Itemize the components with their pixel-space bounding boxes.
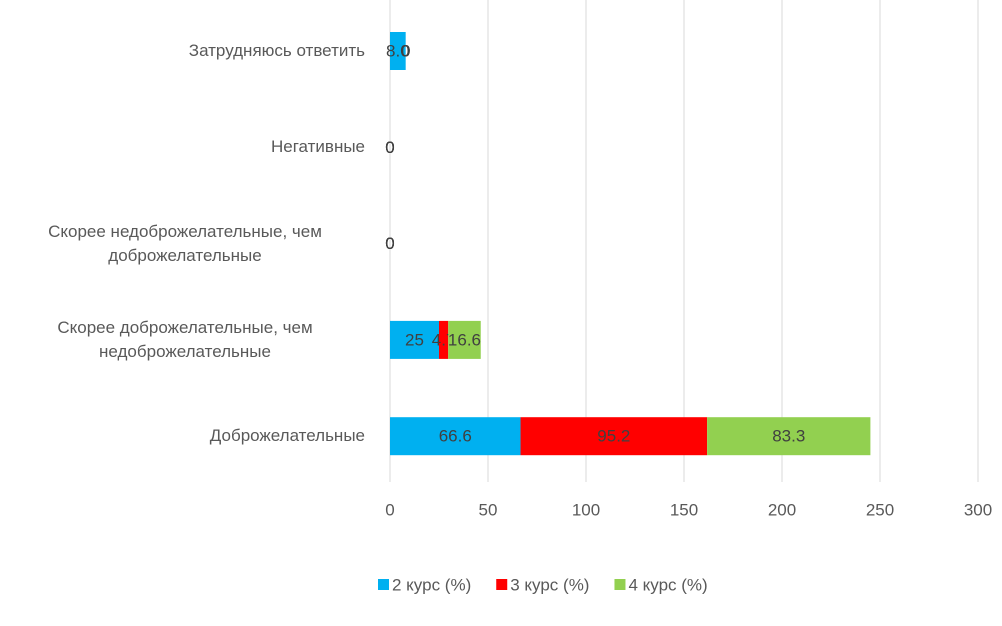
x-tick-label: 250: [866, 500, 894, 519]
x-tick-label: 200: [768, 500, 796, 519]
legend-label: 3 курс (%): [510, 575, 589, 594]
legend-swatch: [378, 579, 389, 590]
bar-segment: [439, 320, 449, 359]
category-label-box: Скорее доброжелательные, чем недоброжела…: [5, 310, 365, 370]
legend-swatch: [496, 579, 508, 590]
category-label-box: Негативные: [5, 117, 365, 177]
data-label: 0: [385, 138, 394, 157]
category-label-box: Доброжелательные: [5, 406, 365, 466]
data-label: 0: [385, 138, 394, 157]
y-tick-label: Доброжелательные: [209, 426, 365, 446]
bar-segment: [448, 320, 481, 359]
data-label: 66.6: [439, 427, 472, 446]
data-label: 0: [385, 138, 394, 157]
data-label: 95.2: [597, 427, 630, 446]
y-tick-label: Скорее недоброжелательные, чем доброжела…: [48, 221, 322, 265]
legend-swatch: [614, 579, 626, 590]
data-label: 0: [401, 41, 410, 60]
data-label: 25: [405, 330, 424, 349]
x-tick-label: 300: [964, 500, 992, 519]
legend-label: 2 курс (%): [392, 575, 471, 594]
data-label: 0: [385, 234, 394, 253]
y-tick-label: Затрудняюсь ответить: [188, 41, 365, 60]
x-tick-label: 150: [670, 500, 698, 519]
legend-label: 4 курс (%): [628, 575, 707, 594]
bar-segment: [390, 417, 521, 456]
data-label: 16.6: [448, 330, 481, 349]
category-label-box: Затрудняюсь ответить: [5, 21, 365, 81]
data-label: 8.0: [386, 41, 410, 60]
x-tick-label: 50: [479, 500, 498, 519]
y-tick-label: Скорее доброжелательные, чем недоброжела…: [57, 317, 313, 361]
x-tick-label: 0: [385, 500, 394, 519]
bar-segment: [390, 32, 406, 70]
bar-segment: [707, 417, 871, 456]
bar-segment: [390, 320, 439, 359]
data-label: 0: [385, 234, 394, 253]
data-label: 0: [385, 234, 394, 253]
y-tick-label: Негативные: [270, 137, 365, 157]
bar-segment: [520, 417, 708, 456]
data-label: 0: [401, 41, 410, 60]
data-label: 83.3: [772, 427, 805, 446]
x-tick-label: 100: [572, 500, 600, 519]
category-label-box: Скорее недоброжелательные, чем доброжела…: [5, 214, 365, 274]
